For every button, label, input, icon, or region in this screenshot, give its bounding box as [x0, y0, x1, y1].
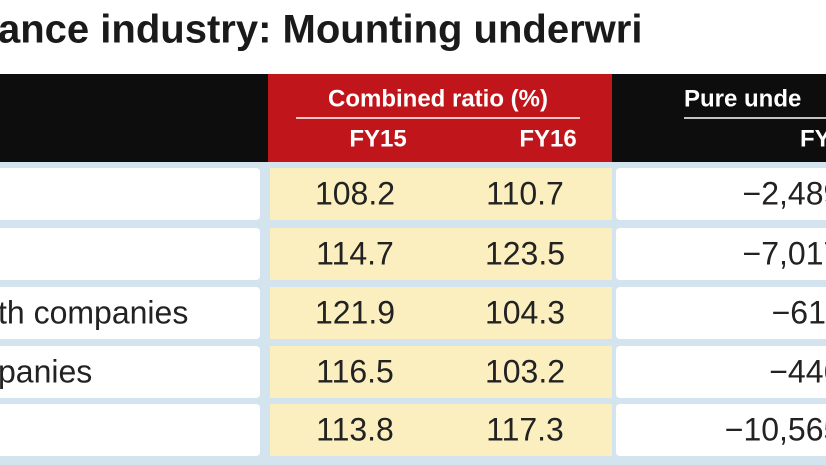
- cell-value: −446.9: [769, 353, 826, 389]
- cell-value: 113.8: [316, 411, 394, 447]
- group-header: Combined ratio (%): [328, 85, 548, 112]
- value-cell: [616, 287, 826, 339]
- cell-value: 121.9: [315, 294, 395, 330]
- title: ance industry: Mounting underwri: [0, 8, 642, 52]
- cell-value: 116.5: [316, 353, 394, 389]
- label-cell: [0, 228, 260, 280]
- cell-value: 110.7: [486, 175, 564, 211]
- label-cell: [0, 168, 260, 220]
- value-cell: [270, 168, 612, 220]
- row-label: panies: [0, 353, 92, 389]
- value-cell: [270, 287, 612, 339]
- label-cell: [0, 287, 260, 339]
- cell-value: 108.2: [315, 175, 395, 211]
- value-cell: [616, 168, 826, 220]
- value-cell: [270, 404, 612, 456]
- cell-value: 114.7: [316, 235, 394, 271]
- column-header: FY: [800, 125, 826, 152]
- cell-value: −10,565.0: [725, 411, 826, 447]
- value-cell: [616, 228, 826, 280]
- value-cell: [616, 346, 826, 398]
- cell-value: −2,489.2: [743, 175, 826, 211]
- label-cell: [0, 404, 260, 456]
- value-cell: [616, 404, 826, 456]
- cell-value: −7,017.1: [743, 235, 826, 271]
- cell-value: −611.7: [772, 294, 826, 330]
- cell-value: 117.3: [486, 411, 564, 447]
- group-header: Pure unde: [684, 85, 801, 112]
- label-cell: [0, 346, 260, 398]
- cell-value: 104.3: [485, 294, 565, 330]
- rows: 108.2 110.7 −2,489.2 114.7 123.5 −7,017.1 th c…: [0, 168, 826, 456]
- value-cell: [270, 228, 612, 280]
- row-label: th companies: [0, 294, 188, 330]
- value-cell: [270, 346, 612, 398]
- column-header: FY16: [519, 125, 576, 152]
- cell-value: 123.5: [485, 235, 565, 271]
- column-header: FY15: [349, 125, 406, 152]
- cell-value: 103.2: [485, 353, 565, 389]
